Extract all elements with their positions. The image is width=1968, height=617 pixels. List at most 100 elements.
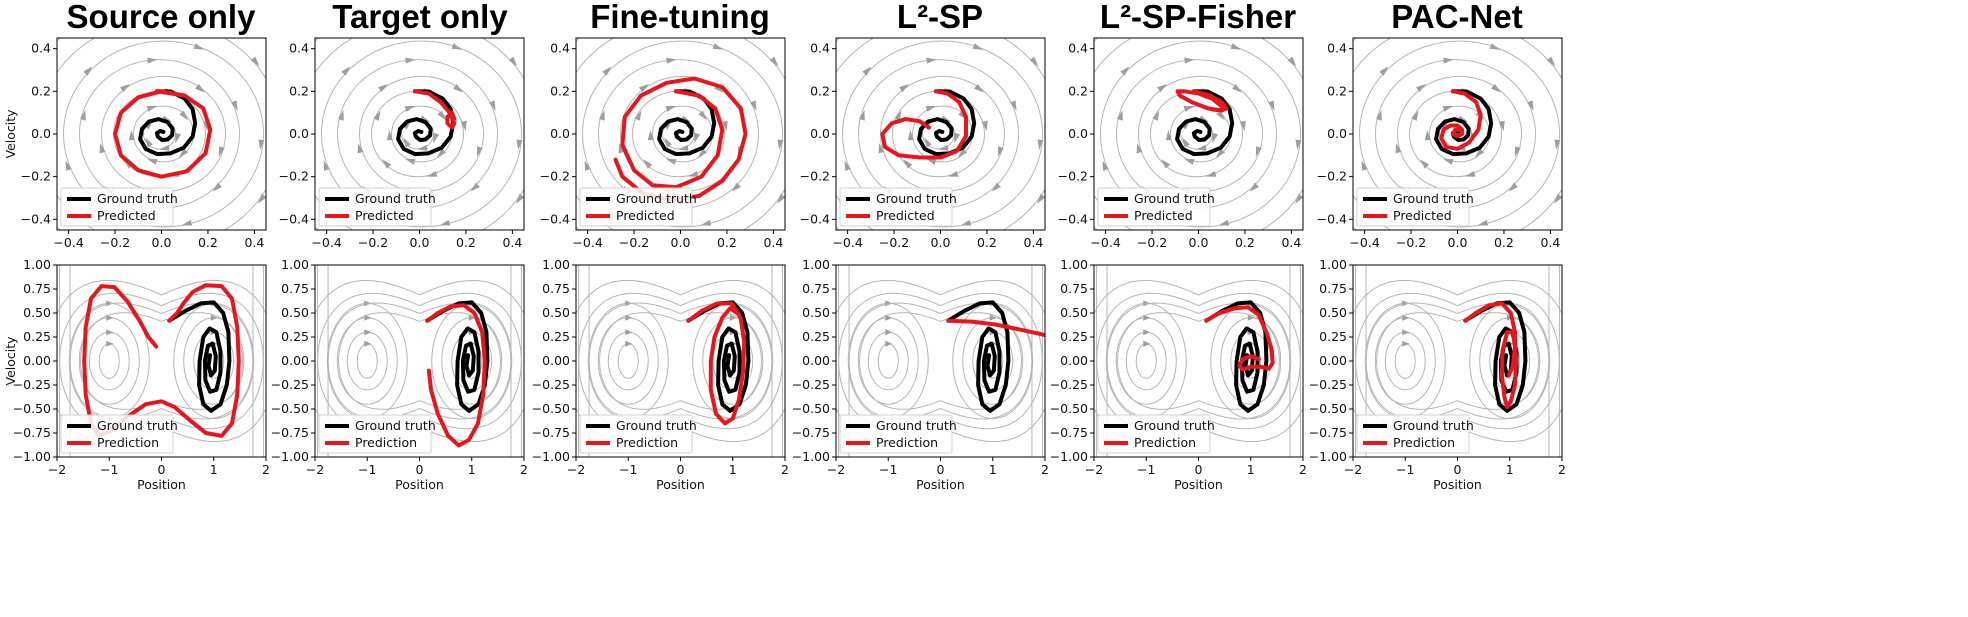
streamline (1116, 312, 1280, 410)
streamline-arrow (1184, 158, 1195, 165)
streamline-arrow (924, 137, 932, 148)
y-tick-label: −1.00 (1050, 449, 1088, 464)
streamline-arrow (584, 160, 591, 171)
predicted-line (1175, 89, 1229, 113)
streamline-arrow (1239, 120, 1246, 132)
x-tick-label: 1 (210, 462, 218, 477)
x-tick-label: 0.2 (456, 235, 476, 250)
streamline-arrow (1249, 182, 1259, 192)
y-tick-label: −0.4 (279, 211, 309, 226)
streamline-arrow (451, 43, 462, 50)
streamline-arrow (1395, 142, 1402, 154)
streamline-arrow (712, 43, 723, 50)
x-tick-label: 0 (1195, 462, 1203, 477)
streamline-arrow (147, 158, 158, 165)
streamline-arrow (926, 158, 937, 165)
y-tick-label: −0.75 (532, 425, 570, 440)
streamline-arrow (1402, 329, 1410, 336)
predicted-line (1463, 301, 1518, 410)
x-tick-label: 0.4 (244, 235, 264, 250)
y-tick-label: 0.4 (1068, 41, 1088, 56)
streamline-arrow (816, 111, 822, 121)
streamline-arrow (426, 170, 438, 177)
x-axis-label: Position (1433, 477, 1482, 492)
ground-truth-line (138, 89, 198, 157)
y-tick-label: −0.2 (800, 169, 830, 184)
y-tick-label: 1.00 (802, 257, 830, 272)
x-tick-label: 1 (1247, 462, 1255, 477)
x-tick-label: −1 (358, 462, 376, 477)
streamline-arrow (250, 56, 260, 67)
streamline-arrow (439, 219, 451, 226)
streamline-arrow (212, 182, 222, 192)
streamline-arrow (1184, 57, 1195, 64)
streamline-arrow (516, 193, 524, 204)
streamline-arrow (178, 148, 189, 158)
x-tick-label: 0.4 (1281, 235, 1301, 250)
streamline-arrow (556, 111, 562, 121)
x-tick-label: −0.4 (832, 235, 862, 250)
streamline-arrow (1143, 314, 1151, 321)
streamline-arrow (947, 170, 959, 177)
legend-label: Ground truth (876, 191, 957, 206)
y-tick-label: 0.2 (810, 83, 830, 98)
trajectories (946, 300, 1045, 413)
y-tick-label: −1.00 (532, 449, 570, 464)
streamline-arrow (678, 144, 689, 151)
panel-duffing-l2sp: −2 −1 0 1 2 −1.00 −0.75 −0.50 −0.25 0.00 0.25 0.50 0… (792, 257, 1049, 492)
streamline-arrow (1443, 158, 1454, 165)
streamline (1359, 40, 1560, 228)
streamline-arrow (997, 146, 1004, 157)
streamline-arrow (145, 137, 153, 148)
y-tick-label: 1.00 (1060, 257, 1088, 272)
streamline (598, 312, 762, 410)
x-tick-label: −0.2 (879, 235, 909, 250)
x-tick-label: 1 (468, 462, 476, 477)
y-tick-label: 0.25 (802, 329, 830, 344)
streamline-arrow (740, 251, 750, 258)
y-tick-label: −0.2 (1058, 169, 1088, 184)
trajectories (113, 89, 213, 179)
streamline-arrow (721, 120, 728, 132)
trajectories (613, 76, 748, 203)
streamline-arrow (1287, 56, 1297, 67)
streamline-arrow (858, 110, 865, 121)
streamline-arrow (885, 340, 893, 347)
y-tick-label: 0.2 (1327, 83, 1347, 98)
x-tick-label: 0.2 (1494, 235, 1514, 250)
y-tick-label: 0.2 (31, 83, 51, 98)
streamline-arrow (907, 130, 914, 141)
panel-duffing-target-only: −2 −1 0 1 2 −1.00 −0.75 −0.50 −0.25 0.00 0.25 0.50 0… (271, 257, 528, 492)
legend-label: Prediction (1393, 435, 1455, 450)
streamline-arrow (1255, 146, 1262, 157)
streamline (315, 279, 524, 443)
x-tick-label: 0.4 (1540, 235, 1560, 250)
y-tick-label: 0.00 (542, 353, 570, 368)
streamline-arrow (639, 83, 649, 93)
streamline-arrow (1295, 193, 1303, 204)
streamline-arrow (1379, 66, 1389, 76)
streamline-arrow (1489, 43, 1500, 50)
x-tick-label: 0 (416, 462, 424, 477)
streamline-arrow (1196, 144, 1207, 151)
streamline-arrow (175, 132, 182, 144)
streamline-arrow (1554, 139, 1561, 150)
streamline-arrow (210, 314, 218, 321)
y-tick-label: −0.4 (1317, 211, 1347, 226)
y-tick-label: 0.50 (1319, 305, 1347, 320)
streamline-arrow (1157, 83, 1167, 93)
y-tick-label: 0.25 (23, 329, 51, 344)
streamline-arrow (954, 132, 961, 144)
streamlines (1353, 265, 1562, 457)
streamline-arrow (1165, 130, 1172, 141)
streamline-arrow (1477, 219, 1489, 226)
y-tick-label: 0.75 (542, 281, 570, 296)
streamline-arrow (957, 148, 968, 158)
y-tick-label: 0.50 (1060, 305, 1088, 320)
legend-label: Predicted (876, 208, 935, 223)
streamline-arrow (894, 110, 902, 121)
y-tick-label: 0.2 (289, 83, 309, 98)
streamline-arrow (323, 160, 330, 171)
y-tick-label: 0.75 (23, 281, 51, 296)
y-tick-label: −0.25 (532, 377, 570, 392)
